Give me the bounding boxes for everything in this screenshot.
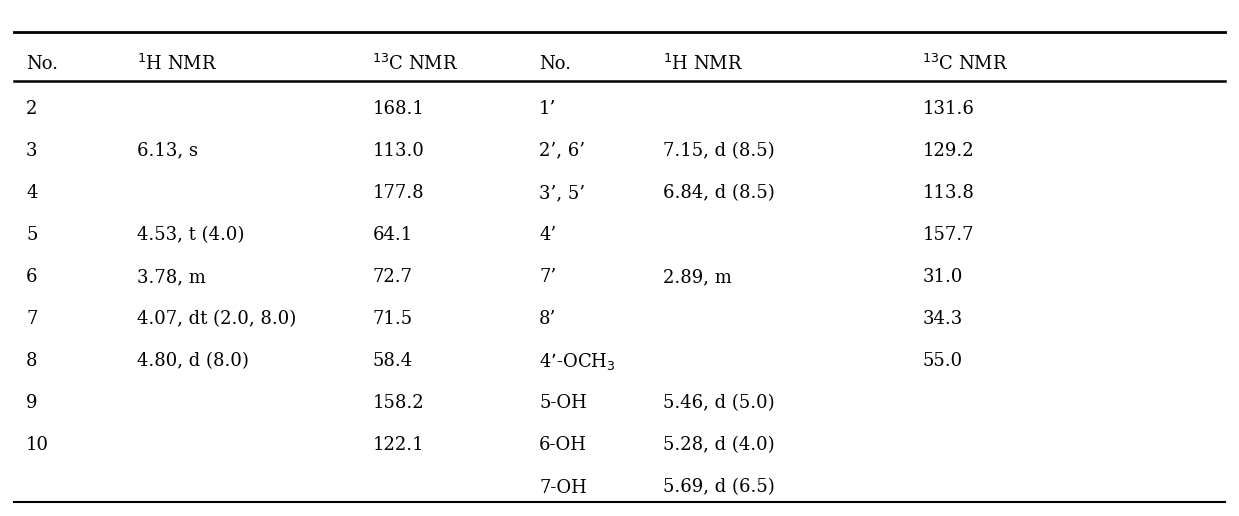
Text: 72.7: 72.7: [372, 268, 413, 286]
Text: 131.6: 131.6: [922, 100, 974, 118]
Text: 55.0: 55.0: [922, 352, 963, 370]
Text: 4.07, dt (2.0, 8.0): 4.07, dt (2.0, 8.0): [138, 310, 296, 328]
Text: 168.1: 168.1: [372, 100, 424, 118]
Text: $^{1}$H NMR: $^{1}$H NMR: [663, 54, 743, 74]
Text: 158.2: 158.2: [372, 394, 424, 412]
Text: 2: 2: [26, 100, 37, 118]
Text: 122.1: 122.1: [372, 437, 424, 455]
Text: 34.3: 34.3: [922, 310, 963, 328]
Text: 4.53, t (4.0): 4.53, t (4.0): [138, 226, 245, 244]
Text: $^{13}$C NMR: $^{13}$C NMR: [372, 54, 458, 74]
Text: 6.13, s: 6.13, s: [138, 142, 198, 160]
Text: 64.1: 64.1: [372, 226, 413, 244]
Text: 4.80, d (8.0): 4.80, d (8.0): [138, 352, 249, 370]
Text: 7’: 7’: [539, 268, 556, 286]
Text: 6: 6: [26, 268, 37, 286]
Text: 3.78, m: 3.78, m: [138, 268, 206, 286]
Text: 3’, 5’: 3’, 5’: [539, 184, 585, 202]
Text: 1’: 1’: [539, 100, 556, 118]
Text: 58.4: 58.4: [372, 352, 413, 370]
Text: 7.15, d (8.5): 7.15, d (8.5): [663, 142, 774, 160]
Text: 157.7: 157.7: [922, 226, 974, 244]
Text: 113.0: 113.0: [372, 142, 424, 160]
Text: 7-OH: 7-OH: [539, 478, 587, 496]
Text: 4’-OCH$_3$: 4’-OCH$_3$: [539, 351, 616, 372]
Text: 177.8: 177.8: [372, 184, 424, 202]
Text: 2.89, m: 2.89, m: [663, 268, 732, 286]
Text: 5.46, d (5.0): 5.46, d (5.0): [663, 394, 774, 412]
Text: $^{13}$C NMR: $^{13}$C NMR: [922, 54, 1009, 74]
Text: 10: 10: [26, 437, 50, 455]
Text: 6-OH: 6-OH: [539, 437, 587, 455]
Text: No.: No.: [539, 55, 571, 73]
Text: 7: 7: [26, 310, 37, 328]
Text: 8’: 8’: [539, 310, 556, 328]
Text: 8: 8: [26, 352, 37, 370]
Text: $^{1}$H NMR: $^{1}$H NMR: [138, 54, 218, 74]
Text: 5-OH: 5-OH: [539, 394, 587, 412]
Text: 5.69, d (6.5): 5.69, d (6.5): [663, 478, 774, 496]
Text: 113.8: 113.8: [922, 184, 974, 202]
Text: 9: 9: [26, 394, 37, 412]
Text: 31.0: 31.0: [922, 268, 963, 286]
Text: 71.5: 71.5: [372, 310, 413, 328]
Text: 2’, 6’: 2’, 6’: [539, 142, 585, 160]
Text: 4’: 4’: [539, 226, 556, 244]
Text: 6.84, d (8.5): 6.84, d (8.5): [663, 184, 774, 202]
Text: 5.28, d (4.0): 5.28, d (4.0): [663, 437, 774, 455]
Text: 129.2: 129.2: [922, 142, 974, 160]
Text: 3: 3: [26, 142, 37, 160]
Text: 4: 4: [26, 184, 37, 202]
Text: 5: 5: [26, 226, 37, 244]
Text: No.: No.: [26, 55, 58, 73]
